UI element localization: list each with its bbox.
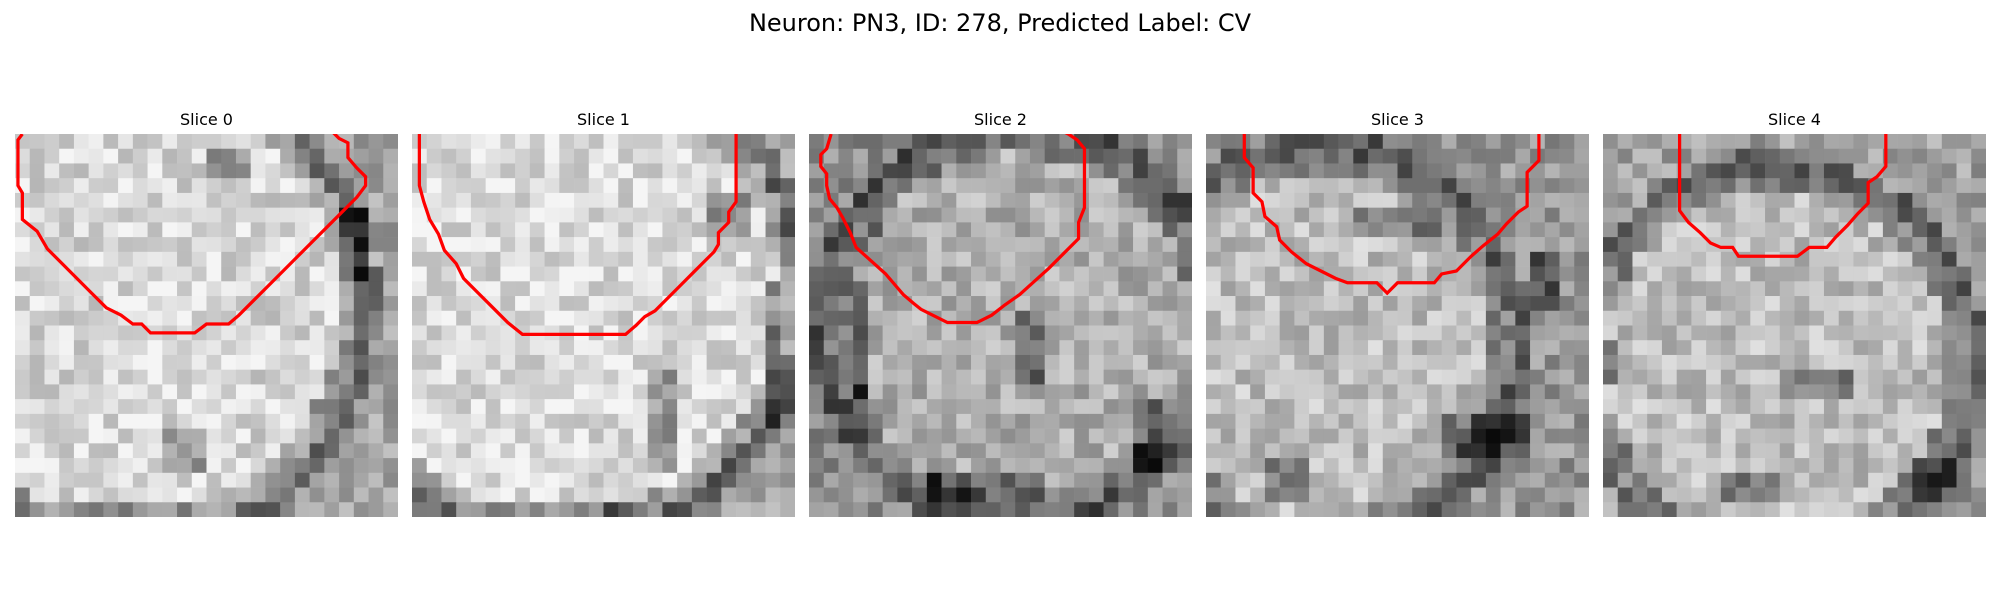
pixel-grid bbox=[1206, 134, 1589, 517]
segmentation-contour bbox=[819, 134, 1087, 325]
slice-image bbox=[1603, 134, 1986, 517]
slice-panel-4: Slice 4 bbox=[1603, 110, 1986, 517]
figure-title: Neuron: PN3, ID: 278, Predicted Label: C… bbox=[748, 9, 1252, 37]
slice-image bbox=[15, 134, 398, 517]
segmentation-contour bbox=[1242, 134, 1541, 296]
pixel-grid bbox=[809, 134, 1192, 517]
pixel-grid bbox=[412, 134, 795, 517]
segmentation-contour bbox=[16, 134, 368, 335]
slice-image bbox=[809, 134, 1192, 517]
slice-title: Slice 4 bbox=[1768, 110, 1821, 129]
slice-title: Slice 3 bbox=[1371, 110, 1424, 129]
slice-image bbox=[1206, 134, 1589, 517]
segmentation-contour bbox=[417, 134, 738, 336]
slice-panel-0: Slice 0 bbox=[15, 110, 398, 517]
slice-title: Slice 1 bbox=[577, 110, 630, 129]
slice-panel-3: Slice 3 bbox=[1206, 110, 1589, 517]
slice-panel-2: Slice 2 bbox=[809, 110, 1192, 517]
pixel-grid bbox=[1603, 134, 1986, 517]
slice-title: Slice 0 bbox=[180, 110, 233, 129]
slice-title: Slice 2 bbox=[974, 110, 1027, 129]
segmentation-contour bbox=[1677, 134, 1888, 258]
slice-panel-1: Slice 1 bbox=[412, 110, 795, 517]
slice-image bbox=[412, 134, 795, 517]
